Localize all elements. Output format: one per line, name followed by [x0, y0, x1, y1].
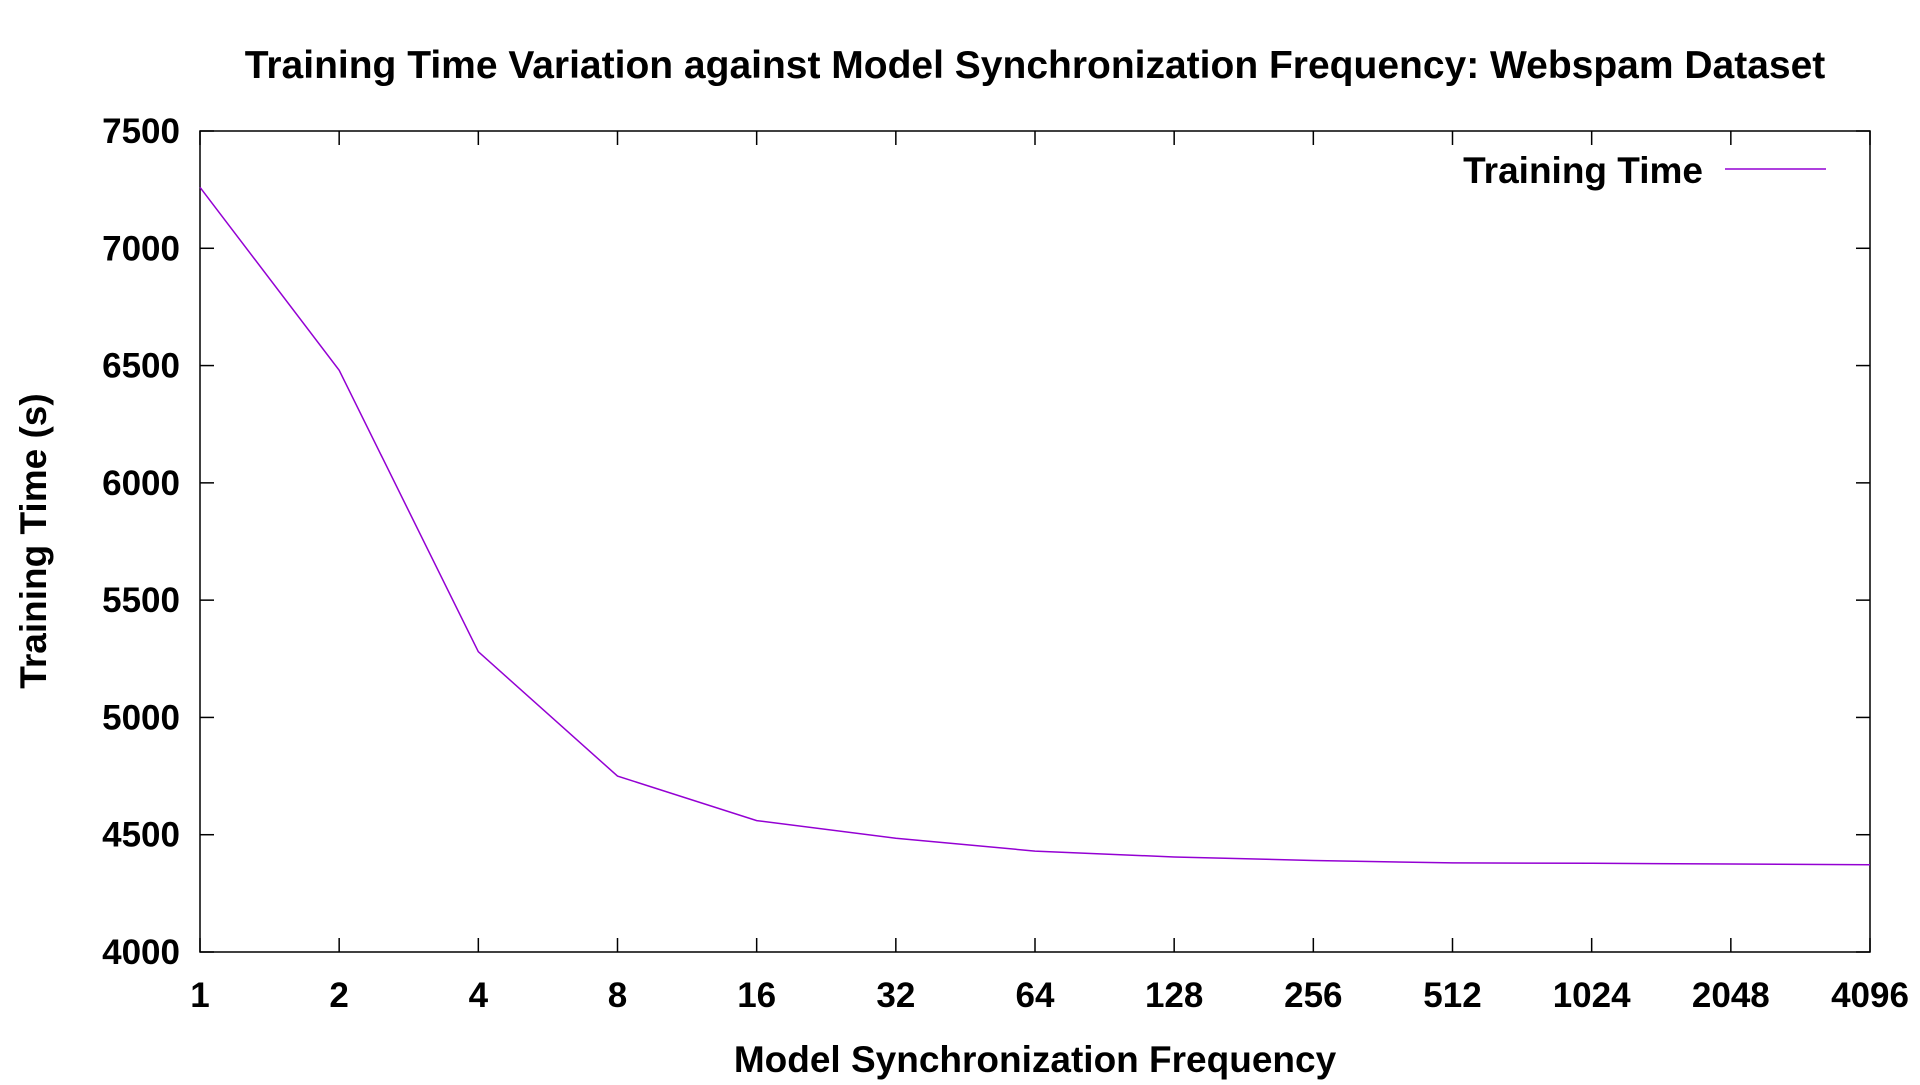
- chart-title: Training Time Variation against Model Sy…: [245, 44, 1826, 87]
- x-tick-label: 2: [329, 976, 348, 1015]
- y-tick-label: 6500: [102, 347, 180, 386]
- legend-label: Training Time: [1463, 150, 1703, 191]
- y-tick-label: 4000: [102, 933, 180, 972]
- y-tick-label: 7500: [102, 112, 180, 151]
- x-tick-label: 512: [1423, 976, 1481, 1015]
- x-tick-label: 8: [608, 976, 627, 1015]
- x-axis-label: Model Synchronization Frequency: [734, 1039, 1337, 1080]
- x-tick-label: 1: [190, 976, 209, 1015]
- x-tick-label: 256: [1284, 976, 1342, 1015]
- y-tick-label: 7000: [102, 229, 180, 268]
- y-tick-label: 5500: [102, 581, 180, 620]
- x-tick-label: 128: [1145, 976, 1203, 1015]
- x-tick-label: 4096: [1831, 976, 1909, 1015]
- y-axis-ticks: 4000 4500 5000 5500 6000 6500 7000 7500: [102, 112, 1870, 972]
- x-tick-label: 16: [737, 976, 776, 1015]
- y-tick-label: 6000: [102, 464, 180, 503]
- x-axis-ticks: 1 2 4 8 16 32 64 128 256 512 1024 2048 4096: [190, 131, 1909, 1015]
- y-axis-label: Training Time (s): [13, 393, 54, 688]
- x-tick-label: 2048: [1692, 976, 1770, 1015]
- y-tick-label: 4500: [102, 816, 180, 855]
- x-tick-label: 64: [1016, 976, 1055, 1015]
- series-line-training-time: [199, 186, 1871, 866]
- plot-area-frame: [199, 130, 1871, 953]
- y-tick-label: 5000: [102, 698, 180, 737]
- x-tick-label: 32: [876, 976, 915, 1015]
- x-tick-label: 1024: [1553, 976, 1631, 1015]
- x-tick-label: 4: [469, 976, 489, 1015]
- legend: Training Time: [1463, 150, 1826, 191]
